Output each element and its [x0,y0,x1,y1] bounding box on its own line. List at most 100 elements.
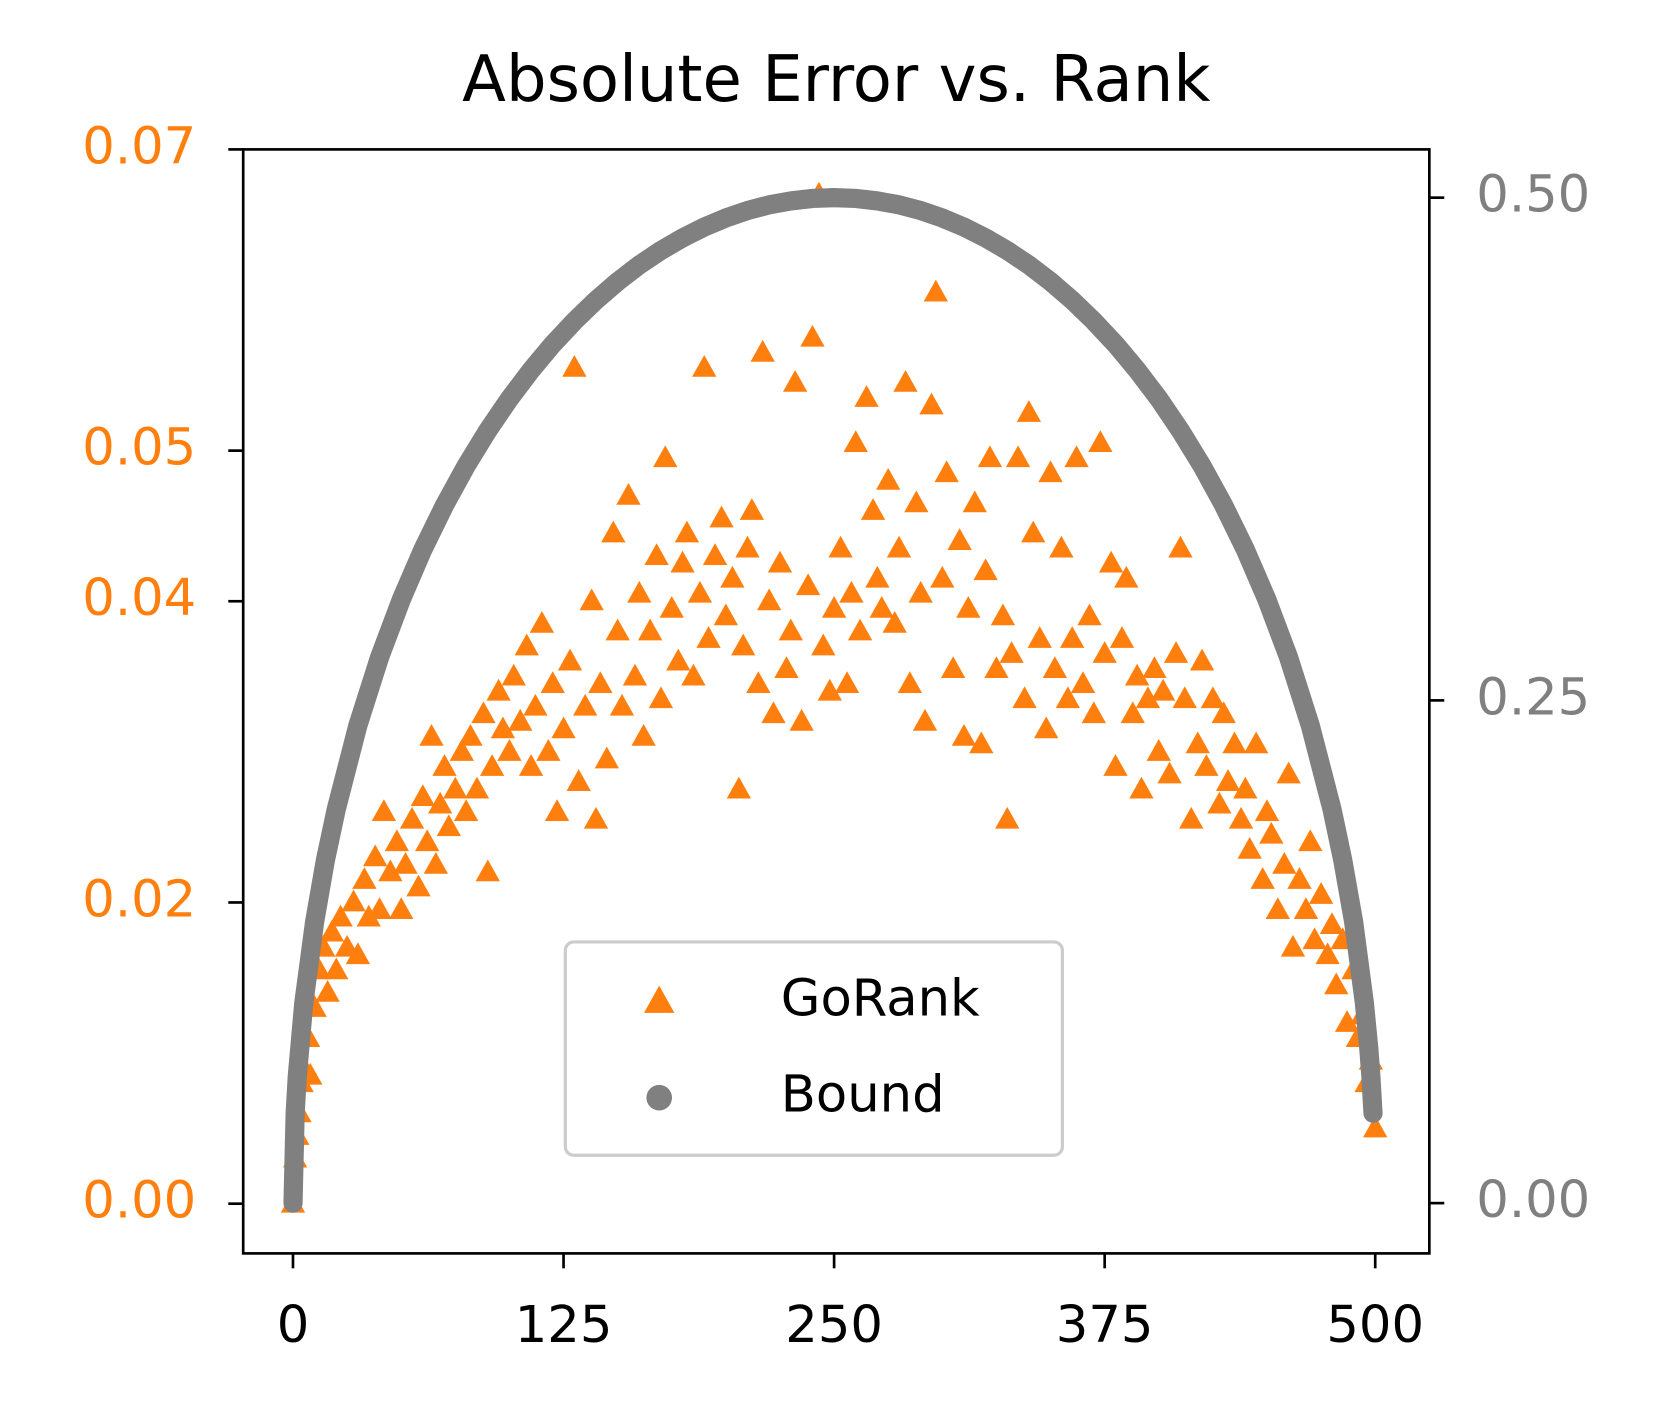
gorank-point [1055,686,1081,709]
gorank-point [692,354,717,377]
legend-frame [563,940,1064,1157]
gorank-point [616,483,641,505]
gorank-point [1265,897,1290,919]
legend-marker [644,985,675,1013]
gorank-point [1120,701,1145,724]
gorank-point [540,671,565,694]
gorank-point [627,580,652,603]
gorank-point [1142,656,1167,678]
gorank-point [449,739,474,761]
gorank-point [956,595,981,618]
gorank-point [501,663,526,686]
gorank-point [839,580,864,603]
gorank-point [696,626,721,648]
gorank-point [666,648,691,671]
gorank-point [486,678,511,701]
x-tick-label: 500 [1326,1295,1424,1355]
gorank-point [1222,731,1247,754]
gorank-point [529,611,555,633]
gorank-point [1027,626,1052,648]
gorank-point [962,490,987,513]
gorank-point [1308,882,1334,904]
gorank-point [644,543,669,566]
gorank-point [674,520,700,543]
gorank-point [436,814,461,837]
gorank-point [1250,867,1275,889]
gorank-point [1237,836,1262,859]
gorank-point [1244,731,1269,754]
legend-label: Bound [781,1065,945,1125]
gorank-point [399,806,425,829]
legend-label: GoRank [781,969,980,1029]
gorank-point [1092,641,1117,663]
gorank-point [378,859,403,882]
legend-marker [646,1084,672,1111]
bound-curve [283,188,1383,1213]
gorank-point [1129,776,1154,799]
gorank-point [1042,656,1068,678]
gorank-point [828,535,853,558]
gorank-point [1185,731,1210,754]
gorank-point [1012,686,1037,709]
gorank-point [1060,626,1085,648]
gorank-point [778,618,803,641]
gorank-point [774,656,799,678]
gorank-point [709,505,734,528]
gorank-point [423,852,448,874]
gorank-point [490,716,516,739]
gorank-point [573,693,598,716]
gorank-point [1103,754,1128,776]
y-tick-label: 0.02 [82,869,196,929]
gorank-point [670,550,695,573]
gorank-point [609,693,635,716]
gorank-point [893,370,918,392]
gorank-point [479,754,505,776]
gorank-point [419,723,444,746]
gorank-point [453,799,479,822]
gorank-point [458,723,483,746]
gorank-point [865,565,890,588]
gorank-point [1168,535,1193,558]
gorank-point [1215,769,1241,791]
gorank-point [1363,1115,1388,1138]
gorank-point [653,445,678,468]
gorank-point [1109,626,1135,648]
y-tick-label: 0.00 [82,1171,196,1231]
x-tick-label: 375 [1056,1295,1154,1355]
gorank-point [811,633,836,656]
gorank-point [367,897,392,919]
gorank-point [1064,445,1089,468]
gorank-point [356,904,381,927]
gorank-point [1194,754,1219,776]
gorank-point [631,723,656,746]
gorank-point [518,754,544,776]
gorank-point [514,633,539,656]
gorank-point [1021,520,1046,543]
gorank-point [594,746,619,769]
gorank-point [1200,686,1226,709]
gorank-point [579,588,604,611]
gorank-point [854,385,879,407]
gorank-point [536,739,561,761]
gorank-point [523,693,548,716]
gorank-point [1233,776,1258,799]
gorank-point [1124,663,1150,686]
gorank-point [995,806,1020,829]
gorank-point [566,769,591,791]
gorank-point [876,467,901,490]
gorank-point [1005,445,1031,468]
gorank-point [904,490,929,513]
gorank-point [731,633,756,656]
gorank-point [1038,460,1063,483]
gorank-point [821,595,847,618]
gorank-point [601,520,626,543]
gorank-point [789,708,814,731]
gorank-point [1189,648,1215,671]
gorank-point [428,791,453,814]
gorank-point [843,430,868,453]
y2-tick-label: 0.00 [1476,1170,1590,1230]
gorank-point [687,580,713,603]
gorank-point [886,535,912,558]
gorank-point [984,656,1009,678]
